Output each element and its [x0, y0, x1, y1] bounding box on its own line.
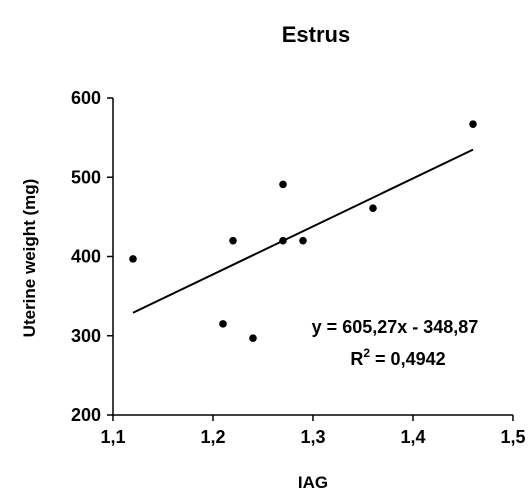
x-tick-label: 1,1 [100, 427, 125, 447]
data-point [229, 236, 237, 245]
y-tick-label: 400 [71, 247, 101, 267]
data-point [249, 334, 257, 342]
r-squared-value: = 0,4942 [370, 349, 446, 369]
data-point [279, 180, 287, 189]
r-squared-label: R2 = 0,4942 [350, 346, 445, 369]
data-point [219, 320, 227, 328]
chart-title: Estrus [282, 22, 350, 47]
r-squared-superscript: 2 [363, 346, 370, 360]
data-point [299, 236, 307, 245]
trendline-layer [132, 148, 474, 314]
data-point [369, 204, 377, 212]
x-axis-label: IAG [298, 473, 328, 492]
y-tick-label: 600 [71, 88, 101, 108]
y-tick-label: 300 [71, 326, 101, 346]
y-tick-label: 500 [71, 167, 101, 187]
data-point [469, 120, 477, 128]
trendline-equation: y = 605,27x - 348,87 [312, 317, 479, 337]
plot-area [112, 98, 513, 416]
trendline [132, 148, 474, 314]
y-axis-ticks: 200 300 400 500 600 [71, 88, 113, 425]
data-point [279, 236, 287, 245]
x-tick-label: 1,4 [400, 427, 425, 447]
data-points-layer [129, 120, 477, 342]
x-axis-ticks: 1,1 1,2 1,3 1,4 1,5 [100, 415, 526, 447]
x-tick-label: 1,3 [300, 427, 325, 447]
y-axis-label: Uterine weight (mg) [20, 179, 39, 338]
y-tick-label: 200 [71, 405, 101, 425]
x-tick-label: 1,5 [500, 427, 525, 447]
x-tick-label: 1,2 [200, 427, 225, 447]
r-squared-prefix: R [350, 349, 363, 369]
data-point [129, 255, 137, 263]
